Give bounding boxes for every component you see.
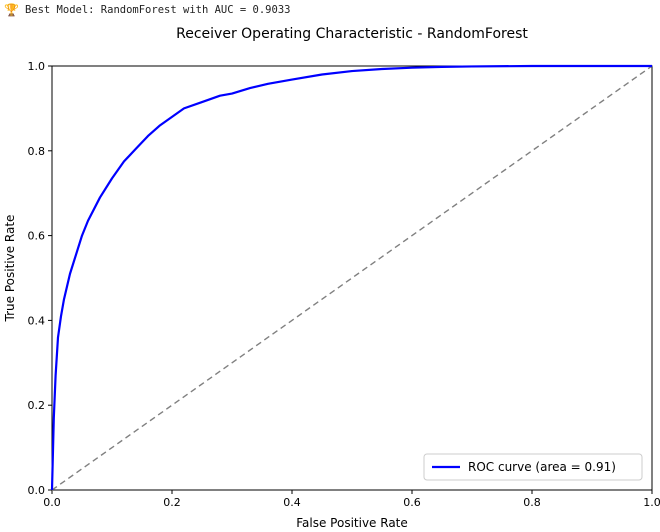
y-tick-label: 0.4 (28, 314, 46, 327)
x-tick-label: 0.2 (163, 496, 181, 509)
best-model-text: Best Model: RandomForest with AUC = 0.90… (24, 4, 291, 16)
axes: 0.0 0.2 0.4 0.6 0.8 1.0 0.0 0.2 0.4 0.6 0.8 1.0 (28, 60, 660, 509)
y-tick-label: 0.6 (28, 230, 46, 243)
legend-label: ROC curve (area = 0.91) (468, 460, 616, 474)
y-tick-label: 1.0 (28, 60, 46, 73)
plot-frame (51, 65, 653, 491)
x-tick-label: 1.0 (643, 496, 660, 509)
series-layer (50, 64, 653, 491)
y-tick-label: 0.2 (28, 399, 46, 412)
chance-diagonal-line (51, 65, 653, 491)
chart-title: Receiver Operating Characteristic - Rand… (176, 26, 528, 42)
cell-output-line: 🏆 Best Model: RandomForest with AUC = 0.… (4, 2, 290, 18)
legend-box (423, 453, 643, 481)
trophy-icon: 🏆 (4, 3, 19, 17)
x-tick-label: 0.6 (403, 496, 421, 509)
legend: ROC curve (area = 0.91) (423, 453, 643, 481)
x-tick-label: 0.4 (283, 496, 301, 509)
roc-curve-line (50, 64, 652, 491)
x-tick-label: 0.8 (523, 496, 541, 509)
y-tick-label: 0.8 (28, 145, 46, 158)
y-tick-label: 0.0 (28, 484, 46, 497)
x-tick-label: 0.0 (43, 496, 61, 509)
x-axis-label: False Positive Rate (296, 516, 408, 530)
y-axis-label: True Positive Rate (3, 215, 17, 323)
